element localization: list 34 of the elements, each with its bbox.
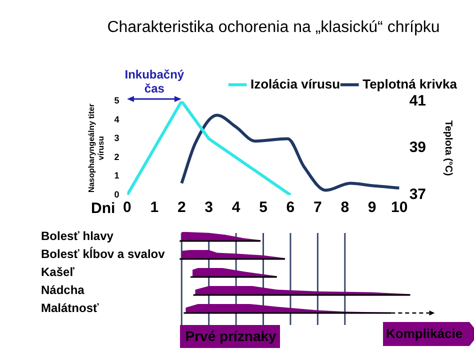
x-tick-label: 1: [150, 199, 159, 216]
text: Inkubačný čas: [124, 68, 184, 96]
text: Kašeľ: [41, 265, 74, 279]
y2-tick-label: 37: [409, 186, 426, 204]
y-tick-label: 3: [114, 133, 120, 144]
x-tick-label: 2: [177, 199, 186, 216]
y-axis-title: Nasopharyngeálny titer vírusu: [87, 104, 106, 193]
y2-tick-label: 41: [409, 92, 426, 110]
legend-label: Teplotná krivka: [362, 76, 458, 92]
y-tick-label: 5: [114, 96, 120, 106]
chart-title: Charakteristika ochorenia na „klasickú“ chrípku: [107, 19, 440, 36]
y2-tick-label: 39: [409, 139, 426, 156]
y-tick-label: 4: [114, 114, 120, 124]
y2-axis-title: Teplota (°C): [442, 120, 454, 176]
x-tick-label: 3: [204, 199, 214, 216]
x-tick-label: 7: [314, 199, 322, 216]
text: Malátnosť: [41, 301, 99, 315]
text: Bolesť kĺbov a svalov: [41, 247, 165, 261]
x-tick-label: 5: [259, 199, 268, 216]
y-tick-label: 2: [114, 152, 120, 162]
text: Nádcha: [41, 283, 84, 297]
line-series: [180, 114, 400, 192]
y-tick-label: 0: [114, 189, 120, 200]
x-tick-label: 9: [368, 199, 376, 216]
x-tick-label: 8: [340, 199, 350, 216]
x-axis-title: Dni: [91, 200, 116, 218]
x-tick-label: 10: [390, 199, 408, 216]
text: Bolesť hlavy: [41, 229, 114, 243]
legend-label: Izolácia vírusu: [250, 76, 340, 92]
text: Prvé príznaky: [180, 325, 280, 348]
x-tick-label: 4: [232, 199, 241, 216]
x-tick-label: 6: [286, 199, 295, 216]
y-tick-label: 1: [114, 170, 120, 181]
text: Komplikácie: [382, 322, 474, 346]
